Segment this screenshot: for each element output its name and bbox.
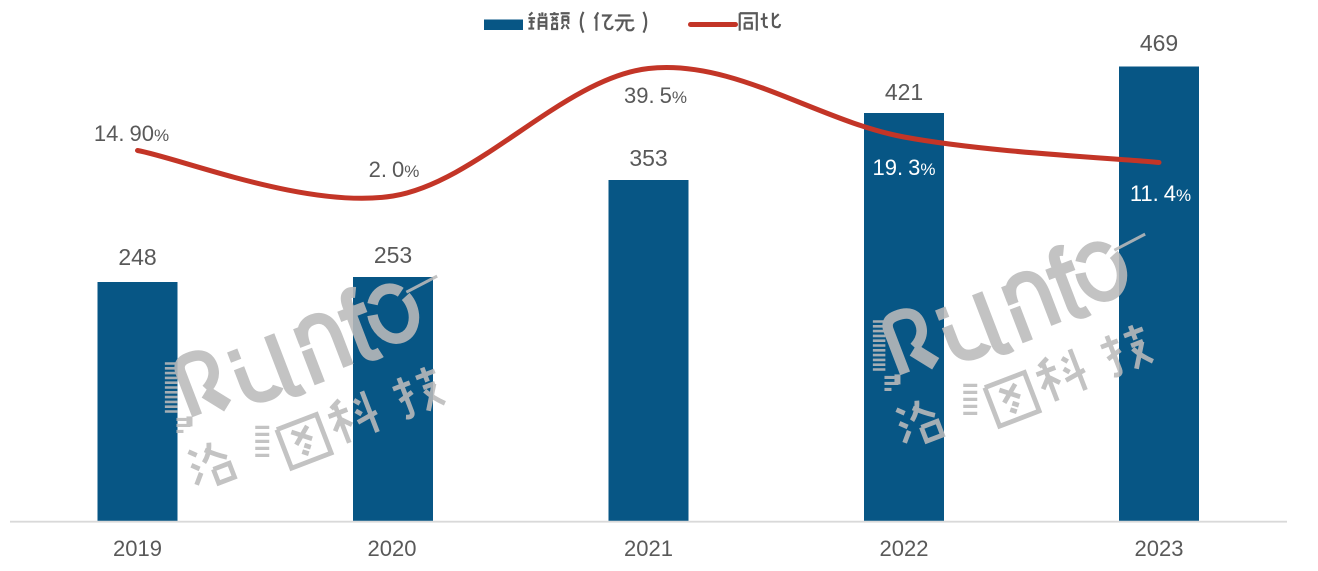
svg-text:253: 253	[374, 242, 412, 268]
svg-text:469: 469	[1140, 30, 1178, 56]
svg-text:2020: 2020	[368, 536, 417, 561]
svg-text:2.0%: 2. 0%	[369, 157, 420, 182]
svg-text:39.5%: 39. 5%	[624, 83, 687, 108]
svg-text:2019: 2019	[113, 536, 162, 561]
svg-text:2022: 2022	[880, 536, 929, 561]
svg-text:14.90%: 14. 90%	[94, 121, 169, 146]
svg-text:2023: 2023	[1135, 536, 1184, 561]
svg-text:353: 353	[629, 145, 667, 171]
svg-text:421: 421	[885, 79, 923, 105]
svg-text:2021: 2021	[624, 536, 673, 561]
svg-text:248: 248	[118, 244, 156, 270]
